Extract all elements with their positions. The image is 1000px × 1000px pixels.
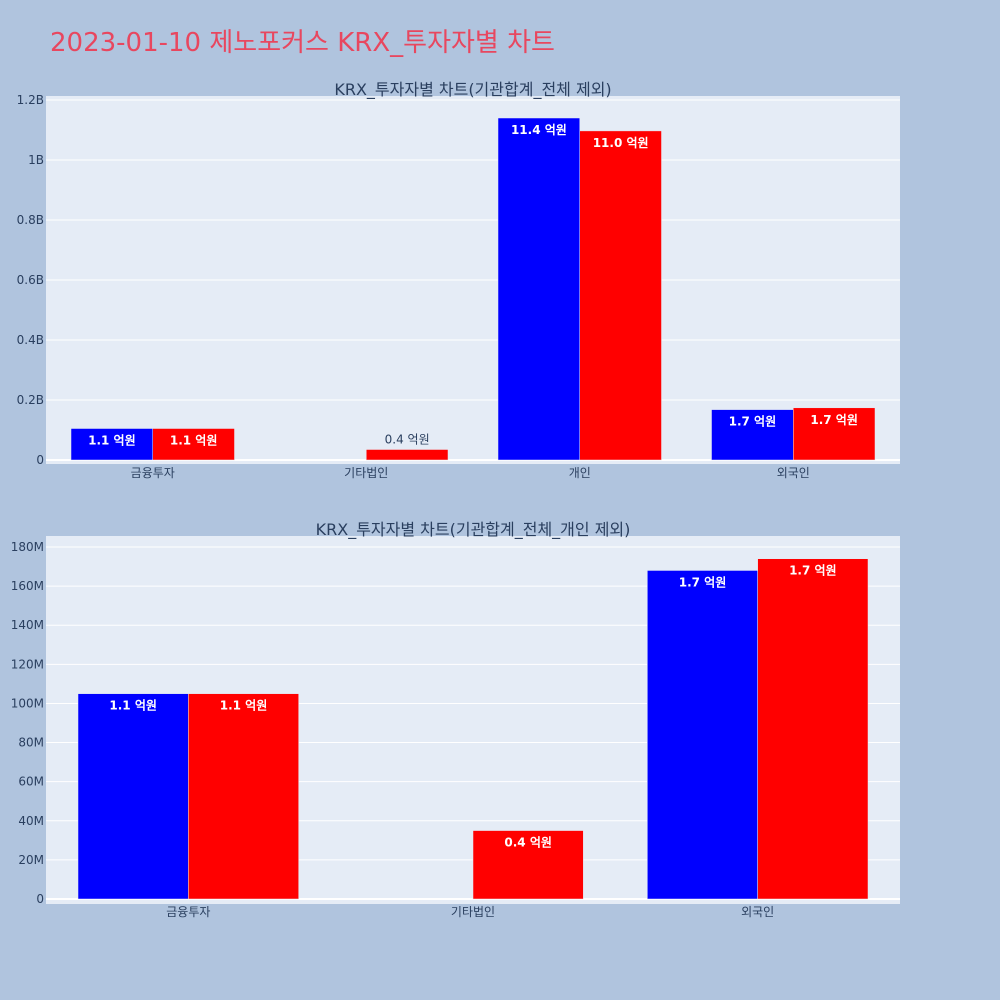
x-tick-label: 기타법인 xyxy=(344,466,388,480)
bar-value-label: 1.7 억원 xyxy=(679,575,727,589)
bar xyxy=(472,830,584,900)
chart-title: KRX_투자자별 차트(기관합계_전체_개인 제외) xyxy=(316,520,631,540)
x-tick-label: 기타법인 xyxy=(451,905,495,919)
bar-value-label: 1.1 억원 xyxy=(220,699,268,713)
chart-2: 0 20M 40M 60M 80M 100M 120M 140M 160M 180M KRX_투자자… xyxy=(11,520,900,919)
y-tick-label: 20M xyxy=(18,853,44,867)
x-tick-label: 개인 xyxy=(569,466,591,480)
chart-1: 0 0.2B 0.4B 0.6B 0.8B 1B 1.2B KRX_투자자별 차트(기관합계_… xyxy=(17,80,900,480)
y-tick-label: 60M xyxy=(18,775,44,789)
bar xyxy=(152,428,235,461)
x-tick-label: 외국인 xyxy=(777,466,810,480)
bar-value-label: 1.1 억원 xyxy=(170,434,218,448)
bar-value-label: 1.7 억원 xyxy=(810,413,858,427)
y-tick-label: 0.8B xyxy=(17,213,44,227)
bar-value-label: 11.0 억원 xyxy=(593,136,649,150)
bar-value-label: 1.7 억원 xyxy=(729,415,777,429)
y-tick-label: 0.6B xyxy=(17,273,44,287)
bar xyxy=(77,693,189,900)
bar xyxy=(366,449,449,461)
bar xyxy=(188,693,299,900)
x-tick-label: 금융투자 xyxy=(131,466,175,480)
y-tick-label: 1B xyxy=(28,153,44,167)
x-tick-label: 외국인 xyxy=(741,905,774,919)
bar xyxy=(793,407,876,461)
bar-value-label: 1.7 억원 xyxy=(789,564,837,578)
y-tick-label: 0 xyxy=(36,453,44,467)
y-tick-label: 140M xyxy=(11,618,44,632)
page-title: 2023-01-10 제노포커스 KRX_투자자별 차트 xyxy=(50,28,555,58)
y-tick-label: 1.2B xyxy=(17,93,44,107)
bar xyxy=(497,117,580,461)
y-tick-label: 0.4B xyxy=(17,333,44,347)
y-tick-label: 0.2B xyxy=(17,393,44,407)
y-tick-label: 160M xyxy=(11,579,44,593)
bar-value-label: 0.4 억원 xyxy=(385,433,430,447)
y-tick-label: 80M xyxy=(18,736,44,750)
bar xyxy=(757,558,869,900)
chart-title: KRX_투자자별 차트(기관합계_전체 제외) xyxy=(334,80,611,100)
y-tick-label: 40M xyxy=(18,814,44,828)
bar-value-label: 11.4 억원 xyxy=(511,123,567,137)
y-tick-label: 0 xyxy=(36,892,44,906)
bar xyxy=(70,428,153,461)
bar-value-label: 1.1 억원 xyxy=(109,699,157,713)
y-tick-label: 100M xyxy=(11,696,44,710)
x-tick-label: 금융투자 xyxy=(166,905,210,919)
bar-value-label: 0.4 억원 xyxy=(504,836,552,850)
bar-value-label: 1.1 억원 xyxy=(88,434,136,448)
y-tick-label: 120M xyxy=(11,657,44,671)
bar xyxy=(579,130,662,461)
y-tick-label: 180M xyxy=(11,540,44,554)
bar xyxy=(647,570,758,900)
bar xyxy=(711,409,794,461)
